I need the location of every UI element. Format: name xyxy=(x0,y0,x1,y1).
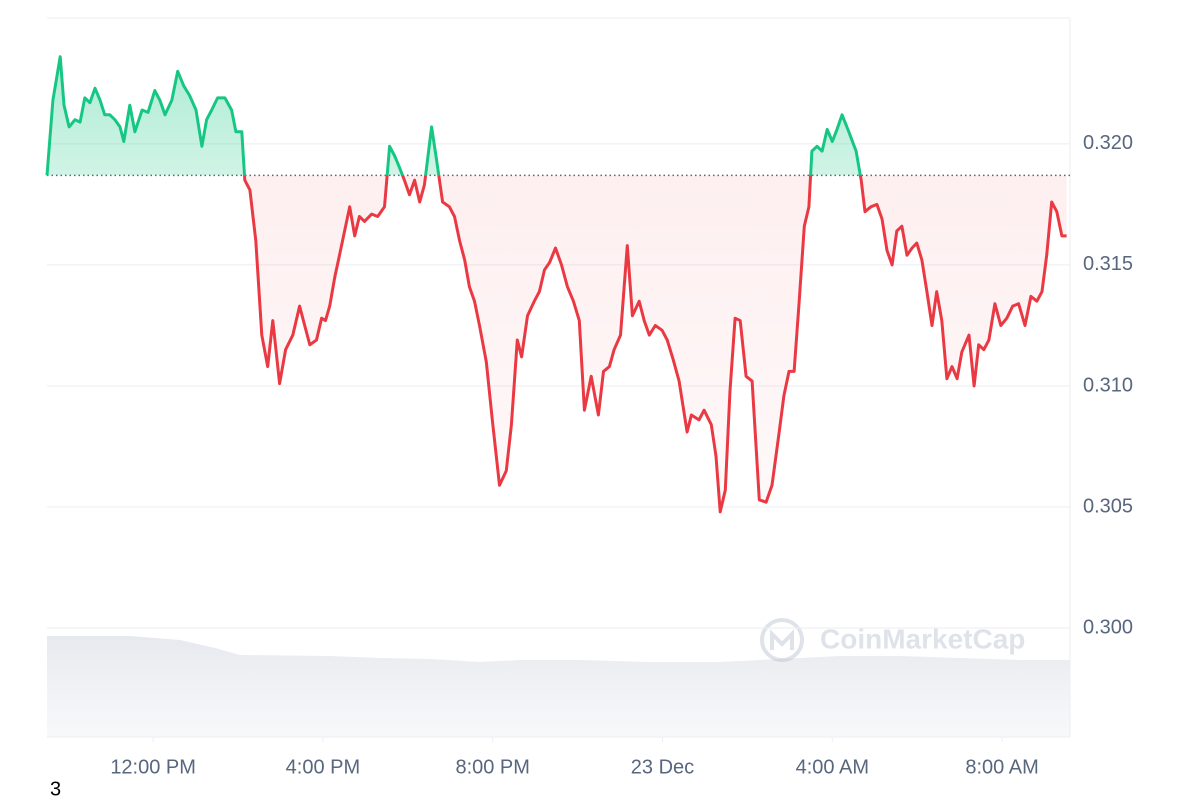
watermark: CoinMarketCap xyxy=(760,618,1025,662)
watermark-logo-mark xyxy=(770,629,794,650)
y-tick-label: 0.320 xyxy=(1083,132,1133,154)
x-tick-label: 23 Dec xyxy=(631,756,694,778)
volume-area xyxy=(47,636,1070,737)
watermark-logo xyxy=(760,618,804,662)
x-tick-label: 4:00 AM xyxy=(796,756,869,778)
y-tick-label: 0.315 xyxy=(1083,253,1133,275)
corner-text: 3 xyxy=(50,778,61,800)
x-tick-label: 8:00 AM xyxy=(965,756,1038,778)
price-line xyxy=(45,55,1067,514)
y-tick-label: 0.310 xyxy=(1083,374,1133,396)
x-tick-label: 12:00 PM xyxy=(110,756,196,778)
x-tick-label: 8:00 PM xyxy=(455,756,529,778)
y-tick-label: 0.305 xyxy=(1083,495,1133,517)
y-tick-label: 0.300 xyxy=(1083,616,1133,638)
x-tick-label: 4:00 PM xyxy=(286,756,360,778)
